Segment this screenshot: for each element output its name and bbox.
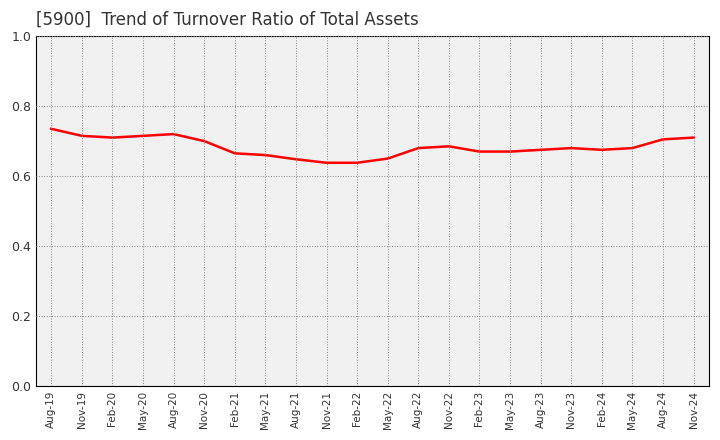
Text: [5900]  Trend of Turnover Ratio of Total Assets: [5900] Trend of Turnover Ratio of Total … [36,11,419,29]
